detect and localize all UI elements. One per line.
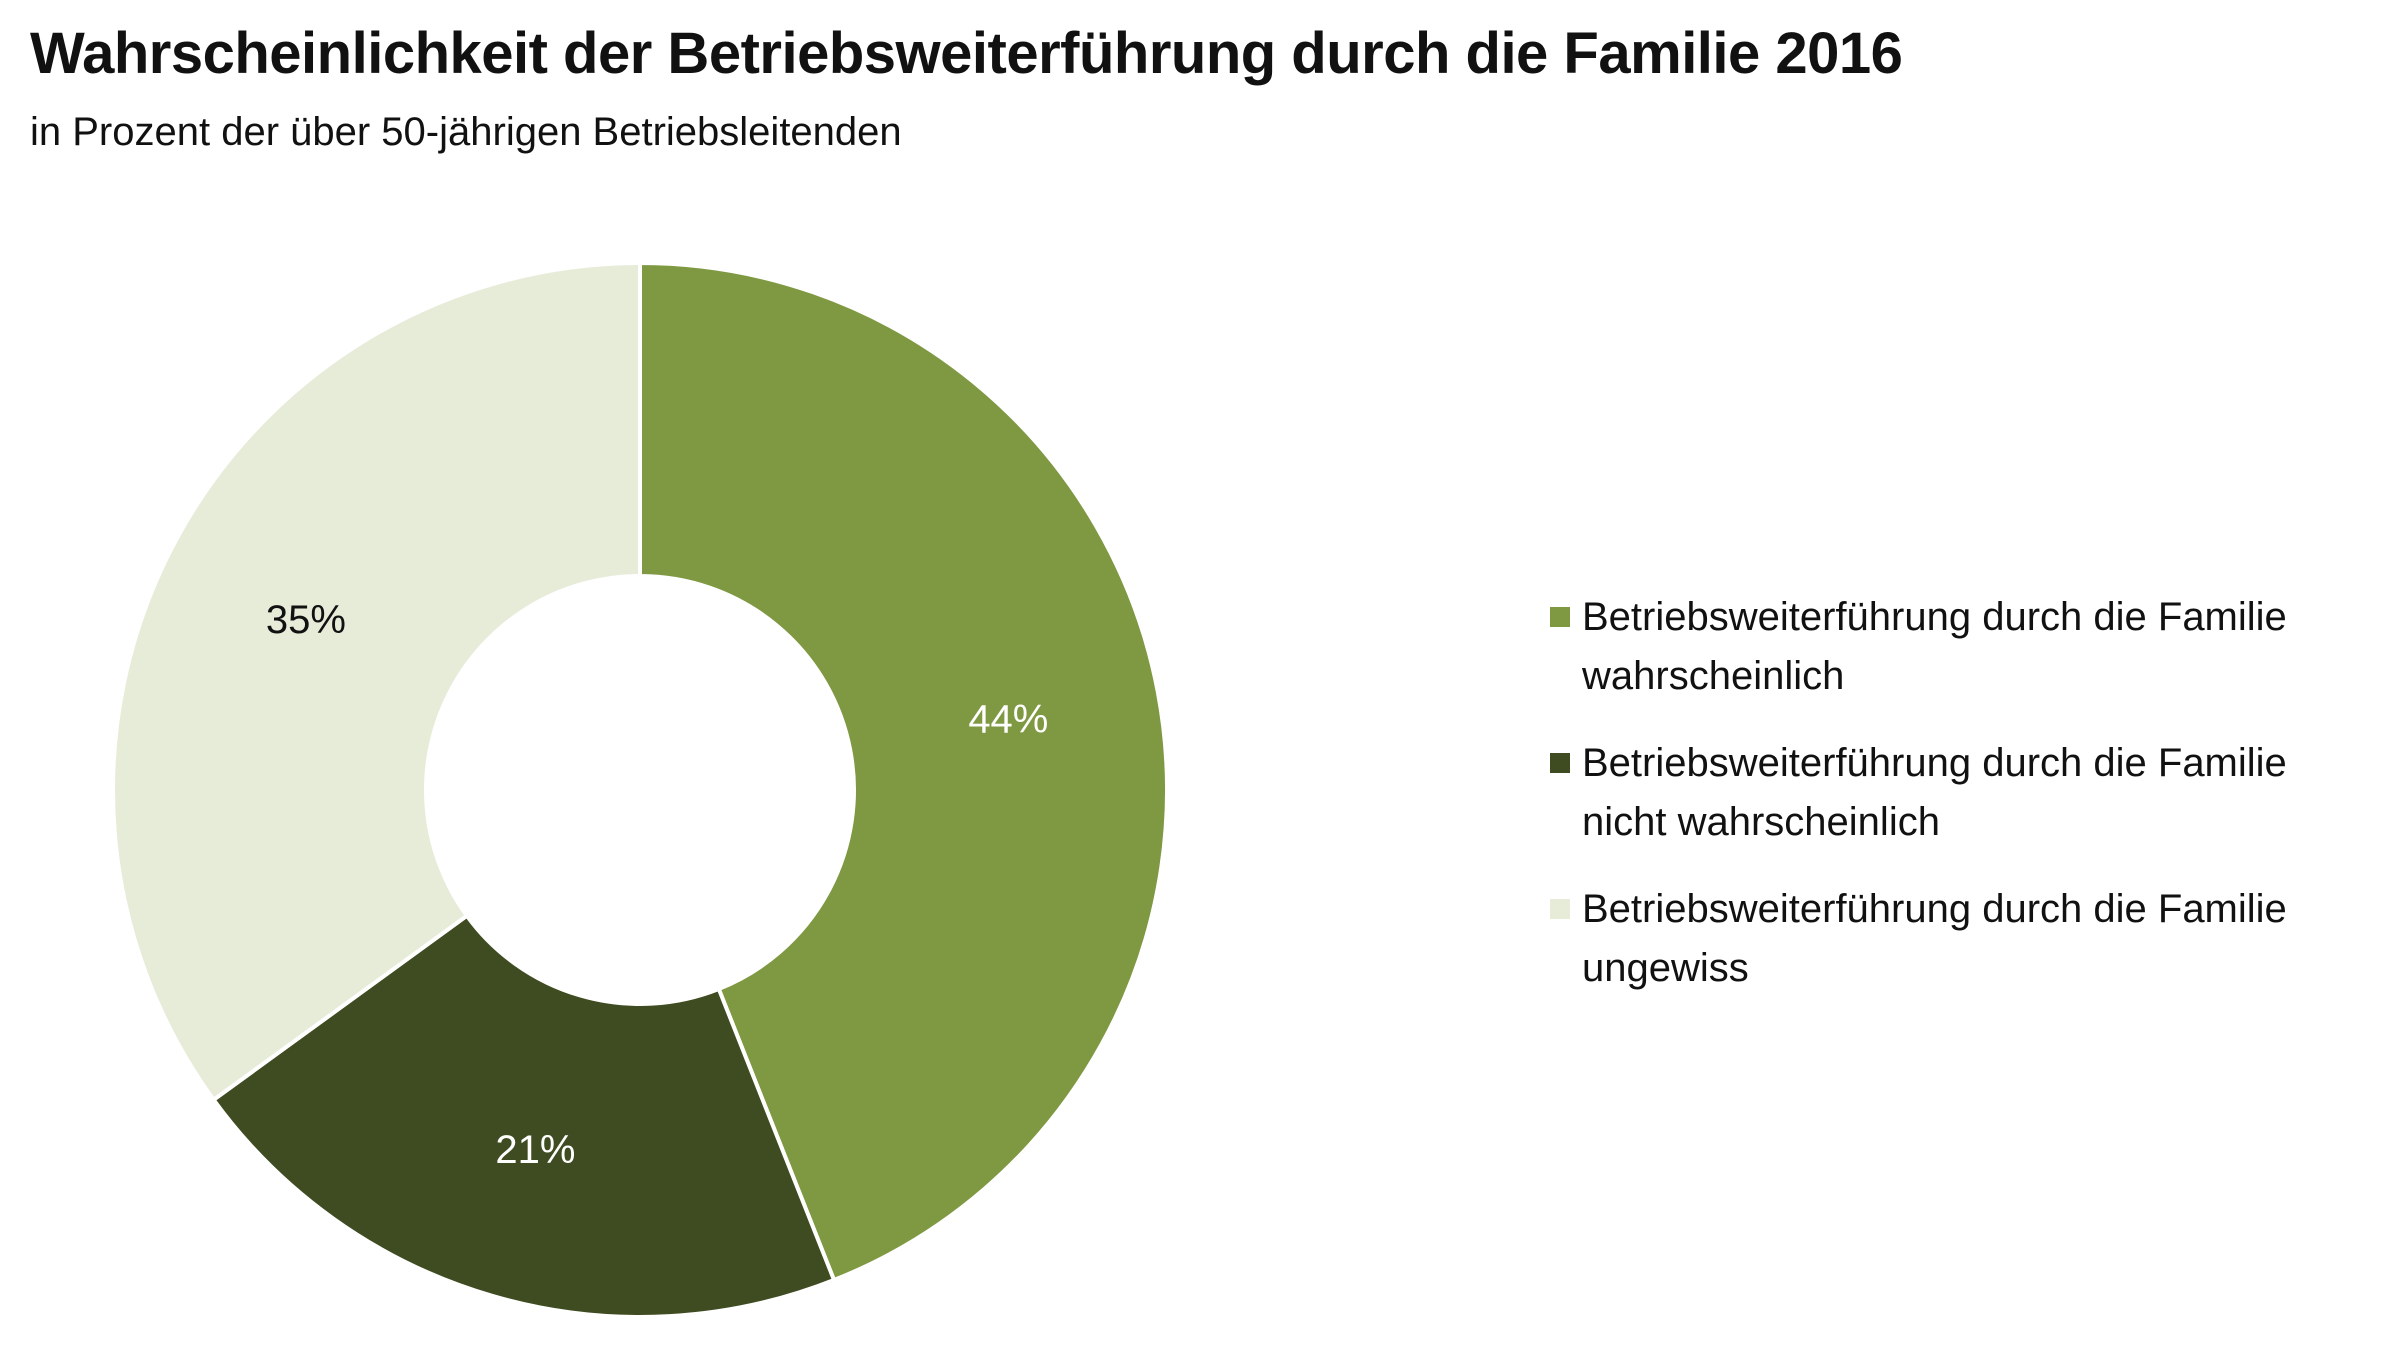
legend-swatch-nicht-wahrscheinlich [1550,753,1570,773]
legend-label-nicht-wahrscheinlich: Betriebsweiterführung durch die Familie … [1582,741,2287,844]
legend-label-wahrscheinlich: Betriebsweiterführung durch die Familie … [1582,595,2287,698]
slice-wahrscheinlich [638,261,1169,1282]
legend-swatch-ungewiss [1550,899,1570,919]
legend-swatch-wahrscheinlich [1550,607,1570,627]
slice-ungewiss [111,261,642,1102]
chart-subtitle: in Prozent der über 50-jährigen Betriebs… [30,110,902,154]
legend-label-ungewiss: Betriebsweiterführung durch die Familie … [1582,887,2287,990]
data-label-wahrscheinlich: 44% [968,698,1048,742]
slice-nicht-wahrscheinlich [211,913,837,1319]
chart-title: Wahrscheinlichkeit der Betriebsweiterfüh… [30,21,1903,86]
data-label-ungewiss: 35% [266,598,346,642]
legend: Betriebsweiterführung durch die Familie … [1550,588,2370,1026]
legend-item-nicht-wahrscheinlich: Betriebsweiterführung durch die Familie … [1550,734,2370,852]
data-label-nicht-wahrscheinlich: 21% [495,1128,575,1172]
donut-chart: 44% 21% 35% [111,261,1169,1319]
legend-item-wahrscheinlich: Betriebsweiterführung durch die Familie … [1550,588,2370,706]
legend-item-ungewiss: Betriebsweiterführung durch die Familie … [1550,880,2370,998]
